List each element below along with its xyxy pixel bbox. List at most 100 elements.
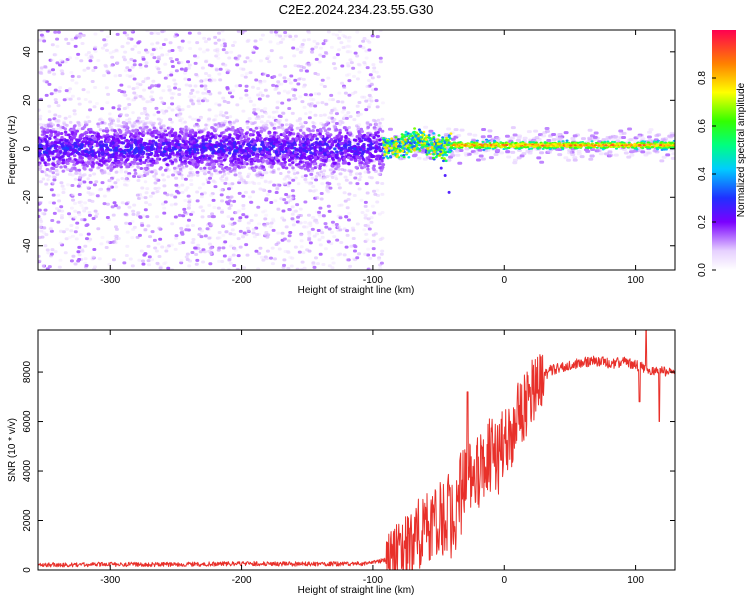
heatmap-cell [171, 173, 176, 177]
heatmap-cell [108, 148, 113, 152]
heatmap-cell [225, 195, 230, 199]
heatmap-cell [276, 125, 281, 129]
heatmap-cell [203, 40, 208, 44]
heatmap-cell [376, 118, 381, 122]
heatmap-cell [506, 155, 512, 159]
heatmap-cell [197, 186, 202, 190]
heatmap-cell [97, 188, 102, 192]
heatmap-cell [146, 259, 151, 263]
heatmap-cell [202, 97, 207, 101]
heatmap-cell [92, 183, 97, 187]
heatmap-cell [157, 226, 162, 230]
heatmap-cell [286, 184, 291, 188]
heatmap-cell [336, 225, 341, 229]
heatmap-cell [252, 167, 256, 171]
heatmap-cell [161, 173, 165, 177]
heatmap-cell [202, 250, 207, 254]
heatmap-cell [186, 194, 191, 198]
heatmap-cell [96, 134, 101, 138]
heatmap-cell [183, 188, 188, 192]
heatmap-cell [177, 87, 182, 91]
heatmap-cell [130, 264, 135, 268]
heatmap-cell [96, 58, 101, 62]
heatmap-cell [238, 145, 243, 149]
heatmap-cell [162, 150, 167, 154]
heatmap-cell [375, 200, 380, 204]
heatmap-cell [332, 56, 337, 60]
heatmap-cell [159, 124, 163, 128]
heatmap-cell [143, 252, 148, 256]
heatmap-cell [342, 191, 347, 195]
heatmap-cell [173, 215, 178, 219]
heatmap-cell [149, 137, 154, 141]
heatmap-cell [108, 125, 113, 129]
heatmap-cell [125, 125, 129, 129]
heatmap-cell [286, 141, 290, 145]
heatmap-cell [276, 241, 281, 245]
heatmap-cell [108, 157, 112, 161]
heatmap-cell [72, 109, 77, 113]
heatmap-cell [198, 156, 202, 160]
heatmap-cell [304, 69, 309, 73]
heatmap-cell [232, 232, 237, 236]
heatmap-cell [88, 168, 93, 172]
heatmap-cell [67, 236, 72, 240]
heatmap-cell [126, 142, 130, 146]
heatmap-cell [354, 172, 359, 176]
heatmap-cell [342, 253, 347, 257]
heatmap-cell [338, 122, 342, 126]
heatmap-cell [206, 37, 211, 41]
heatmap-cell [93, 45, 98, 49]
heatmap-cell [318, 243, 323, 247]
heatmap-cell [73, 230, 78, 234]
heatmap-cell [249, 140, 254, 144]
heatmap-cell [324, 102, 329, 106]
heatmap-cell [198, 250, 203, 254]
heatmap-cell [179, 60, 184, 64]
heatmap-cell [86, 232, 91, 236]
heatmap-cell [124, 174, 129, 178]
heatmap-cell [205, 48, 210, 52]
heatmap-cell [70, 37, 75, 41]
heatmap-cell [367, 175, 372, 179]
heatmap-cell [230, 217, 235, 221]
heatmap-cell [318, 146, 323, 150]
heatmap-cell [130, 154, 135, 158]
heatmap-cell [145, 30, 150, 33]
heatmap-cell [372, 164, 376, 168]
heatmap-cell [105, 69, 110, 73]
heatmap-cell [340, 147, 345, 151]
heatmap-cell [161, 133, 166, 137]
heatmap-cell [132, 174, 137, 178]
heatmap-cell [140, 174, 144, 178]
heatmap-cell [453, 128, 459, 132]
heatmap-cell [104, 150, 108, 154]
heatmap-cell [166, 175, 171, 179]
heatmap-cell [73, 36, 78, 40]
heatmap-cell [47, 104, 52, 108]
heatmap-cell [236, 157, 240, 161]
heatmap-cell [124, 177, 128, 181]
heatmap-cell [164, 138, 168, 142]
heatmap-cell [287, 170, 291, 174]
heatmap-cell [192, 159, 196, 163]
heatmap-cell [332, 118, 337, 122]
heatmap-cell [300, 124, 305, 128]
heatmap-cell [378, 166, 382, 170]
heatmap-cell [169, 243, 174, 247]
heatmap-cell [313, 148, 317, 152]
heatmap-cell [174, 69, 179, 73]
heatmap-cell [314, 152, 318, 156]
heatmap-cell [82, 180, 87, 184]
heatmap-cell [190, 88, 195, 92]
heatmap-cell [271, 116, 276, 120]
heatmap-cell [293, 150, 298, 154]
heatmap-cell [333, 174, 338, 178]
heatmap-cell [207, 236, 212, 240]
heatmap-cell [199, 166, 203, 170]
heatmap-cell [71, 254, 76, 258]
heatmap-cell [230, 228, 235, 232]
heatmap-cell [214, 169, 219, 173]
heatmap-cell [228, 148, 232, 152]
heatmap-cell [77, 213, 82, 217]
